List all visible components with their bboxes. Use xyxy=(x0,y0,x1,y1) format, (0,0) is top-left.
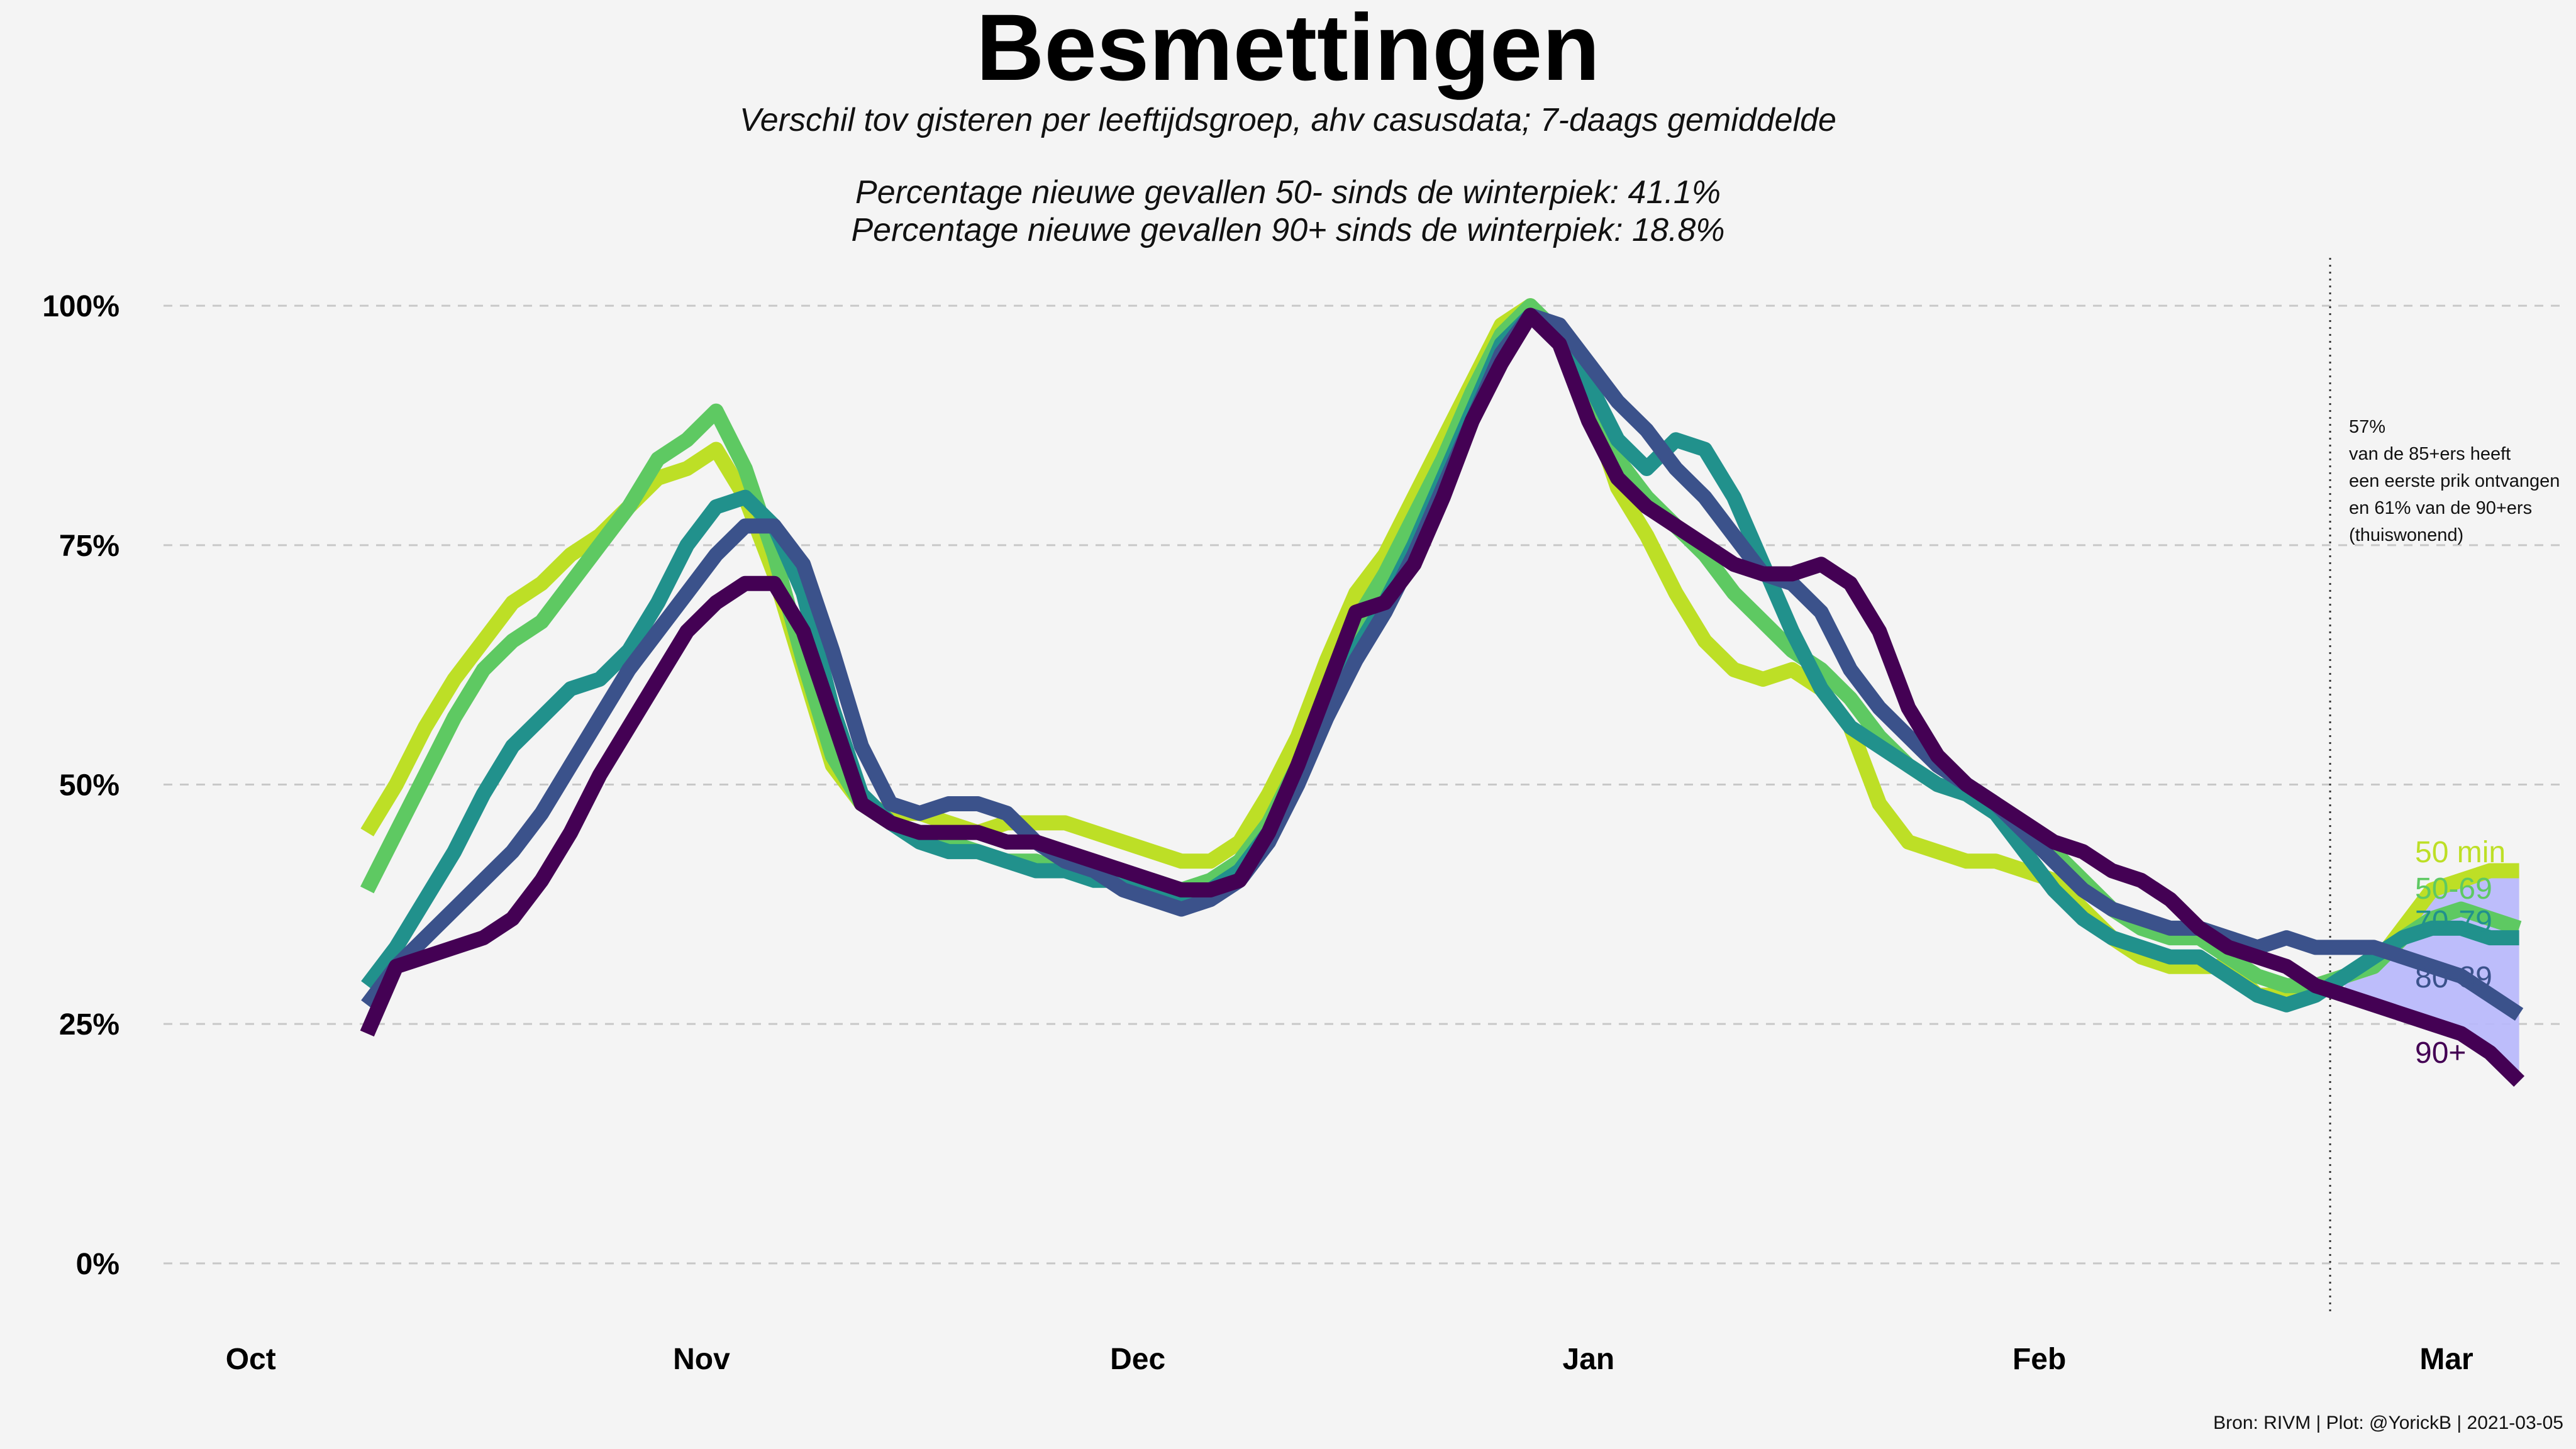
x-tick-label: Oct xyxy=(226,1343,276,1376)
chart-title: Besmettingen xyxy=(976,0,1600,100)
annotation-line: 57% xyxy=(2349,417,2385,437)
x-tick-label: Mar xyxy=(2419,1343,2473,1376)
y-tick-label: 0% xyxy=(76,1248,119,1281)
x-tick-label: Feb xyxy=(2012,1343,2066,1376)
series-line-70-79 xyxy=(361,308,2519,1013)
x-tick-label: Jan xyxy=(1563,1343,1615,1376)
x-tick-label: Nov xyxy=(673,1343,730,1376)
series-line-90+ xyxy=(360,308,2525,1087)
series-line-50-69 xyxy=(360,298,2522,994)
annotation-line: van de 85+ers heeft xyxy=(2349,444,2511,464)
annotation-line: (thuiswonend) xyxy=(2349,525,2463,545)
series-end-label: 50-69 xyxy=(2415,872,2492,906)
series-end-label: 50 min xyxy=(2415,836,2506,869)
annotation-line: een eerste prik ontvangen xyxy=(2349,471,2560,491)
chart-subtitle: Verschil tov gisteren per leeftijdsgroep… xyxy=(740,102,1836,138)
y-tick-label: 75% xyxy=(59,530,119,563)
stat-line-50min: Percentage nieuwe gevallen 50- sinds de … xyxy=(855,174,1721,211)
series-line-80-89 xyxy=(361,308,2524,1021)
series-end-label: 70-79 xyxy=(2415,905,2492,938)
annotation-line: en 61% van de 90+ers xyxy=(2349,498,2532,518)
source-caption: Bron: RIVM | Plot: @YorickB | 2021-03-05 xyxy=(2213,1413,2563,1433)
y-tick-label: 100% xyxy=(42,290,119,323)
x-tick-label: Dec xyxy=(1110,1343,1165,1376)
series-end-label: 80-89 xyxy=(2415,961,2492,994)
stat-line-90plus: Percentage nieuwe gevallen 90+ sinds de … xyxy=(851,212,1725,248)
series-end-label: 90+ xyxy=(2415,1036,2466,1070)
series-line-50-min xyxy=(360,298,2519,1003)
vaccination-shaded-band xyxy=(2345,870,2519,1082)
y-tick-label: 25% xyxy=(59,1008,119,1041)
y-tick-label: 50% xyxy=(59,769,119,802)
